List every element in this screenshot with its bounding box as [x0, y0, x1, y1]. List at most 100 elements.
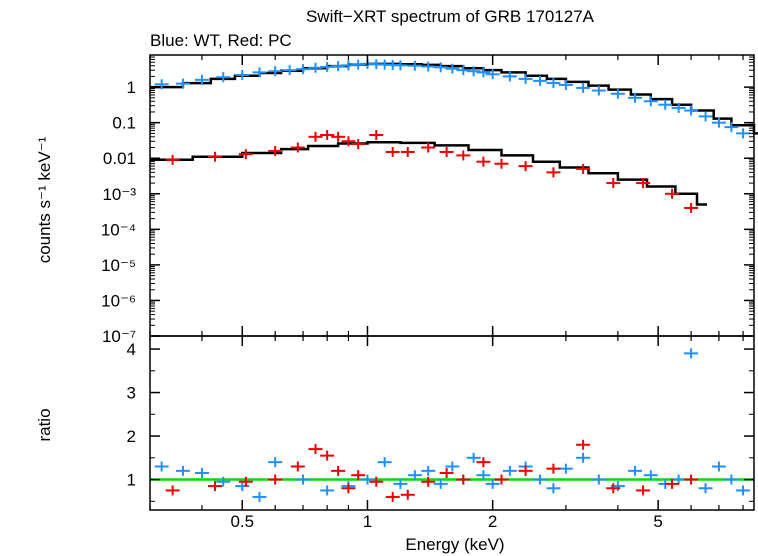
- ratio-series0-point-36: [724, 474, 739, 485]
- spectrum-series1-point-23: [665, 188, 680, 199]
- ratio-series1-point-13: [421, 476, 436, 487]
- ratio-series1-point-23: [665, 478, 680, 489]
- ratio-series0-point-13: [407, 470, 422, 481]
- ratio-series0-point-7: [296, 474, 311, 485]
- ratio-y-tick-label: 2: [127, 427, 136, 446]
- ratio-series1-point-8: [341, 483, 356, 494]
- x-tick-label: 1: [363, 512, 372, 531]
- ratio-series1-point-2: [238, 476, 253, 487]
- spectrum-series0-point-24: [466, 66, 481, 77]
- ratio-y-tick-label: 3: [127, 384, 136, 403]
- spectrum-series1-point-6: [320, 129, 335, 140]
- spectrum-series0-point-21: [433, 62, 448, 73]
- x-tick-label: 0.5: [230, 512, 254, 531]
- ratio-series1-point-22: [636, 485, 651, 496]
- x-tick-label: 5: [653, 512, 662, 531]
- spectrum-series0-point-42: [724, 122, 739, 133]
- spectrum-series0-point-40: [698, 111, 713, 122]
- ratio-series0-point-5: [252, 491, 267, 502]
- spectrum-series0-point-29: [533, 75, 548, 86]
- ratio-series1-point-3: [268, 474, 283, 485]
- spectrum-series1-point-15: [456, 150, 471, 161]
- ratio-series1-point-11: [385, 491, 400, 502]
- spectrum-series1-point-2: [238, 149, 253, 160]
- ratio-series1-point-12: [400, 489, 415, 500]
- ratio-y-tick-label: 4: [127, 340, 136, 359]
- spectrum-series1-point-10: [369, 129, 384, 140]
- ratio-series0-point-1: [175, 465, 190, 476]
- spectrum-series1-point-18: [518, 161, 533, 172]
- ratio-series0-point-6: [268, 457, 283, 468]
- spectrum-series0-point-25: [476, 67, 491, 78]
- y-tick-label: 0.01: [103, 149, 136, 168]
- ratio-y-label: ratio: [35, 408, 54, 441]
- spectrum-series0-point-36: [643, 96, 658, 107]
- spectrum-series0-point-26: [485, 69, 500, 80]
- ratio-series0-point-25: [558, 463, 573, 474]
- ratio-series0-point-27: [591, 474, 606, 485]
- ratio-series0-point-18: [466, 452, 481, 463]
- ratio-series1-point-7: [331, 465, 346, 476]
- spectrum-series0-point-5: [252, 67, 267, 78]
- x-axis-label: Energy (keV): [405, 535, 504, 554]
- y-tick-label: 10⁻⁵: [101, 256, 136, 275]
- model-step-line-pc: [150, 141, 707, 206]
- spectrum-series0-point-4: [235, 69, 250, 80]
- ratio-ticks: 0.5 1 2 5 1 2 3 4: [127, 340, 754, 531]
- ratio-series1-point-6: [320, 450, 335, 461]
- spectrum-series1-point-0: [165, 154, 180, 165]
- spectrum-series1-point-7: [331, 131, 346, 142]
- spectrum-ticks: 1 0.1 0.01 10⁻³ 10⁻⁴ 10⁻⁵ 10⁻⁶ 10⁻⁷: [101, 54, 754, 346]
- ratio-series1-point-0: [165, 485, 180, 496]
- ratio-series1-point-17: [494, 474, 509, 485]
- spectrum-series1-point-5: [308, 131, 323, 142]
- spectrum-series1-point-1: [208, 151, 223, 162]
- ratio-series1-point-16: [476, 457, 491, 468]
- spectrum-series1-point-19: [546, 167, 561, 178]
- spectrum-series0-point-22: [445, 63, 460, 74]
- spectrum-series1-point-13: [421, 142, 436, 153]
- ratio-series0-point-2: [194, 468, 209, 479]
- spectrum-series0-point-39: [684, 105, 699, 116]
- ratio-series0-point-32: [671, 474, 686, 485]
- spectrum-series0-point-20: [421, 61, 436, 72]
- ratio-series1-point-15: [456, 474, 471, 485]
- spectrum-series0-point-28: [518, 73, 533, 84]
- chart-title: Swift−XRT spectrum of GRB 170127A: [306, 7, 595, 26]
- spectrum-series1-point-3: [268, 145, 283, 156]
- ratio-series1-point-24: [684, 474, 699, 485]
- y-tick-label: 10⁻⁶: [101, 291, 136, 310]
- y-tick-label: 10⁻⁴: [101, 220, 136, 239]
- chart-subtitle: Blue: WT, Red: PC: [150, 31, 292, 50]
- spectrum-series0-point-6: [268, 66, 283, 77]
- spectrum-series0-point-2: [194, 74, 209, 85]
- ratio-series0-point-20: [485, 478, 500, 489]
- spectrum-series1-point-14: [439, 146, 454, 157]
- ratio-series1-point-21: [606, 483, 621, 494]
- x-tick-label: 2: [488, 512, 497, 531]
- spectrum-series1-point-22: [636, 178, 651, 189]
- spectrum-series0-point-7: [282, 65, 297, 76]
- spectrum-series0-point-23: [456, 65, 471, 76]
- spectrum-series0-point-0: [154, 79, 169, 90]
- spectrum-series0-point-41: [711, 117, 726, 128]
- spectrum-series0-point-37: [658, 99, 673, 110]
- ratio-series0-point-3: [216, 476, 231, 487]
- ratio-marks: [150, 348, 754, 502]
- spectrum-series0-point-18: [393, 60, 408, 71]
- spectrum-series1-point-12: [400, 146, 415, 157]
- ratio-series0-point-8: [320, 485, 335, 496]
- ratio-series1-point-20: [576, 439, 591, 450]
- spectrum-series1-point-8: [341, 136, 356, 147]
- spectrum-series1-point-17: [494, 158, 509, 169]
- spectrum-series0-point-19: [407, 60, 422, 71]
- y-tick-label: 10⁻³: [102, 185, 136, 204]
- spectrum-series0-point-8: [296, 64, 311, 75]
- ratio-series0-point-21: [502, 465, 517, 476]
- ratio-series0-point-19: [476, 470, 491, 481]
- ratio-series1-point-18: [518, 465, 533, 476]
- ratio-series0-point-14: [421, 465, 436, 476]
- ratio-series1-point-5: [308, 444, 323, 455]
- spectrum-series1-point-16: [476, 156, 491, 167]
